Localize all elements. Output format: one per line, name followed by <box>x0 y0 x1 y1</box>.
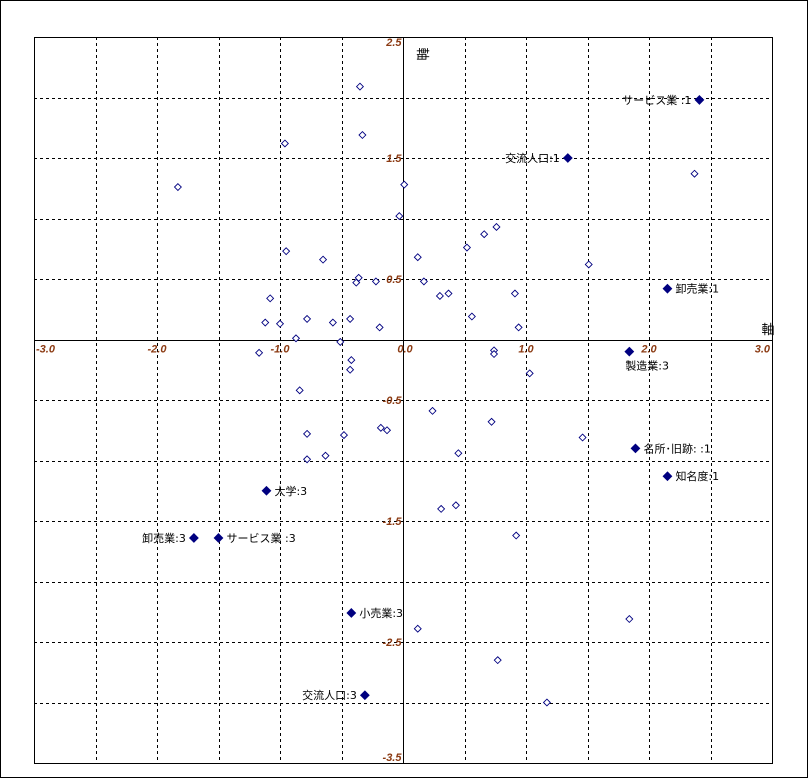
labeled-point <box>261 485 272 496</box>
labeled-point <box>562 153 573 163</box>
labeled-point <box>624 346 635 357</box>
point <box>451 501 460 510</box>
labeled-point <box>694 95 705 105</box>
point <box>690 169 699 178</box>
y-tick-label: 2.5 <box>385 37 402 49</box>
point <box>303 455 312 464</box>
labeled-point <box>359 690 370 701</box>
point <box>492 222 501 232</box>
point-label: サービス業 :1 <box>622 94 691 107</box>
point <box>339 431 348 440</box>
y-tick-label: 0.5 <box>386 274 402 286</box>
point <box>266 294 275 303</box>
x-axis-title: 軸 <box>761 323 774 338</box>
y-tick-label: -2.5 <box>383 637 403 649</box>
point-label: 交流人口:1 <box>505 151 560 165</box>
x-tick-label: -2.0 <box>148 344 168 356</box>
point <box>291 334 301 343</box>
point <box>514 323 523 332</box>
point <box>346 365 355 374</box>
point <box>435 291 444 300</box>
point <box>542 698 551 707</box>
y-tick-label: 1.5 <box>386 153 402 165</box>
point <box>352 278 361 287</box>
labeled-point <box>662 471 673 482</box>
point-label: 卸売業:3 <box>142 531 186 545</box>
point <box>525 369 534 378</box>
point <box>382 426 392 435</box>
labeled-point <box>346 608 357 618</box>
y-axis-title: 軸 <box>414 47 429 60</box>
point <box>303 314 312 323</box>
point <box>376 423 385 432</box>
y-tick-label: -0.5 <box>383 395 403 407</box>
labeled-point <box>662 283 673 294</box>
point <box>510 289 519 298</box>
point <box>493 656 502 665</box>
point <box>395 212 404 221</box>
x-tick-label: -3.0 <box>36 344 56 356</box>
point <box>347 356 356 365</box>
point-label: 知名度:1 <box>675 469 719 483</box>
point-label: 小売業:3 <box>359 607 403 620</box>
point-label: 卸売業:1 <box>675 282 719 296</box>
x-tick-label: -1.0 <box>271 344 291 356</box>
point <box>375 323 384 332</box>
point <box>355 82 364 91</box>
labeled-point <box>213 533 224 543</box>
labeled-point <box>188 533 199 543</box>
point <box>275 319 285 328</box>
point <box>454 449 463 458</box>
tick-labels: -3.0 -2.0 -1.0 0.0 1.0 2.0 3.0 2.5 1.5 0.5 -0.5 -1.… <box>36 37 771 764</box>
point <box>584 260 593 269</box>
point-label: 名所･旧跡: :1 <box>643 441 710 455</box>
point <box>261 318 270 327</box>
point-label: 交流人口:3 <box>302 688 357 702</box>
point <box>319 255 328 264</box>
x-tick-label: 0.0 <box>397 344 413 356</box>
point <box>282 247 291 256</box>
x-tick-label: 1.0 <box>518 344 534 356</box>
point <box>295 386 304 395</box>
point <box>428 406 437 415</box>
data-points: サービス業 :1 交流人口:1 卸売業:1 製造業:3 名所･旧跡: :1 知名度:1 大学… <box>142 82 719 707</box>
point <box>419 277 428 286</box>
point <box>437 504 446 513</box>
x-tick-label: 2.0 <box>640 344 657 356</box>
y-tick-label: -1.5 <box>383 516 403 528</box>
point <box>413 624 422 633</box>
point <box>346 314 355 323</box>
point <box>328 318 337 327</box>
point <box>444 289 453 298</box>
point <box>462 243 471 252</box>
axes <box>34 37 772 763</box>
point <box>280 139 289 148</box>
point <box>255 348 264 357</box>
point <box>467 312 476 321</box>
point <box>358 130 367 140</box>
point <box>336 337 345 346</box>
point <box>413 253 422 262</box>
point <box>480 230 489 239</box>
labeled-point <box>630 443 641 454</box>
point <box>489 349 499 359</box>
point-label: サービス業 :3 <box>227 532 296 545</box>
point-label: 大学:3 <box>274 484 307 498</box>
point <box>303 429 312 438</box>
point <box>625 614 634 624</box>
point <box>487 417 496 426</box>
point <box>578 433 587 442</box>
point <box>371 277 380 286</box>
y-tick-label: -3.5 <box>383 752 403 764</box>
point <box>512 531 521 540</box>
x-tick-label: 3.0 <box>755 344 771 356</box>
point <box>173 183 182 192</box>
point-label: 製造業:3 <box>625 359 669 373</box>
point <box>321 451 330 460</box>
point <box>400 180 409 189</box>
